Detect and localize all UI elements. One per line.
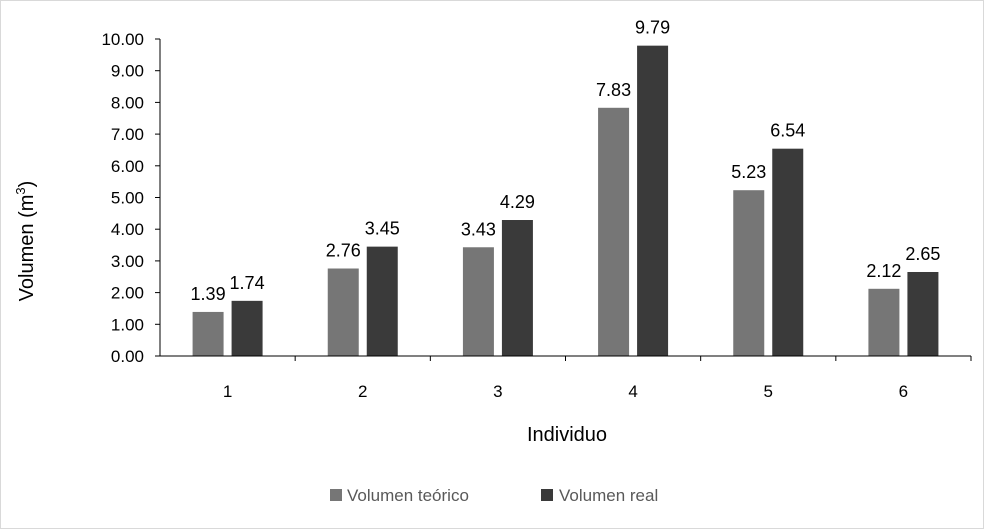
y-tick-label: 8.00	[111, 93, 144, 112]
bar-teorico	[868, 288, 900, 356]
legend: Volumen teórico Volumen real	[330, 486, 658, 505]
bar-teorico	[462, 247, 494, 356]
x-axis-title: Individuo	[527, 424, 607, 446]
y-tick-label: 7.00	[111, 125, 144, 144]
bar-real	[907, 271, 939, 356]
y-tick-label: 5.00	[111, 189, 144, 208]
data-labels: 1.391.74 2.763.45 3.434.29 7.83 9.79 5.23 6.54…	[191, 18, 941, 304]
bar-real	[366, 246, 398, 356]
y-tick-label: 3.00	[111, 252, 144, 271]
y-tick-label: 1.00	[111, 315, 144, 334]
data-label-real: 6.54	[770, 121, 805, 141]
data-label-teorico: 2.76	[326, 241, 361, 261]
bar-real	[501, 220, 533, 356]
legend-label-teorico: Volumen teórico	[347, 486, 469, 505]
y-tick-label: 2.00	[111, 284, 144, 303]
x-tick-label: 4	[628, 382, 637, 401]
data-label-real: 4.29	[500, 192, 535, 212]
data-label-real: 2.65	[905, 244, 940, 264]
bars	[192, 45, 939, 356]
data-label-teorico: 1.39	[191, 284, 226, 304]
legend-swatch-real	[541, 489, 553, 501]
y-tick-label: 9.00	[111, 62, 144, 81]
data-label-teorico: 5.23	[731, 162, 766, 182]
y-tick-label: 10.00	[101, 30, 144, 49]
x-tick-label: 2	[358, 382, 367, 401]
y-axis-title-suffix: )	[16, 181, 38, 188]
data-label-teorico: 7.83	[596, 80, 631, 100]
y-axis-title-superscript: 3	[13, 187, 28, 194]
data-label-real: 1.74	[230, 273, 265, 293]
data-label-real: 3.45	[365, 219, 400, 239]
legend-label-real: Volumen real	[559, 486, 658, 505]
y-tick-label: 4.00	[111, 220, 144, 239]
data-label-teorico: 2.12	[866, 261, 901, 281]
x-tick-label: 6	[899, 382, 908, 401]
bar-teorico	[733, 190, 765, 356]
y-tick-label: 0.00	[111, 347, 144, 366]
y-axis-title-main: Volumen (m	[16, 195, 38, 302]
y-tick-label: 6.00	[111, 157, 144, 176]
bar-real	[637, 45, 669, 356]
y-axis-ticks: 0.00 1.00 2.00 3.00 4.00 5.00 6.00 7.00 8.00 9.00…	[101, 30, 160, 366]
x-tick-label: 1	[223, 382, 232, 401]
bar-teorico	[192, 311, 224, 356]
y-axis-title: Volumen (m3)	[13, 181, 38, 302]
x-axis-ticks: 1 2 3 4 5 6	[223, 356, 972, 401]
legend-swatch-teorico	[330, 489, 342, 501]
data-label-teorico: 3.43	[461, 219, 496, 239]
bar-teorico	[598, 107, 630, 356]
x-tick-label: 5	[764, 382, 773, 401]
bar-real	[772, 148, 804, 356]
bar-teorico	[327, 268, 359, 356]
x-tick-label: 3	[493, 382, 502, 401]
bar-real	[231, 300, 263, 356]
data-label-real: 9.79	[635, 18, 670, 38]
